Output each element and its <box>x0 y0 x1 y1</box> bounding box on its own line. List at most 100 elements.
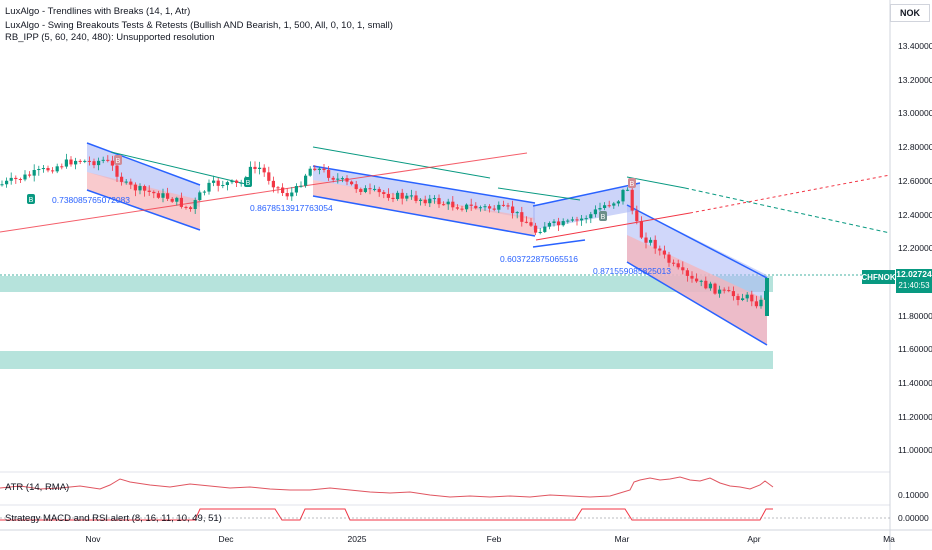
time-tick-label: 2025 <box>347 534 367 544</box>
currency-box[interactable]: NOK <box>890 4 930 22</box>
last-price: 12.02724 <box>896 269 932 279</box>
candle-body <box>419 199 423 201</box>
candle-body <box>41 168 45 170</box>
atr-indicator-title[interactable]: ATR (14, RMA) <box>5 482 70 493</box>
price-tick-label: 13.40000 <box>898 41 932 51</box>
channel-label: 0.603722875065516 <box>500 254 578 264</box>
strategy-indicator-title[interactable]: Strategy MACD and RSI alert (8, 16, 11, … <box>5 513 222 524</box>
candle-body <box>681 267 685 271</box>
candle-body <box>235 180 239 183</box>
candle-body <box>290 192 294 197</box>
candle-body <box>524 221 528 223</box>
candle-body <box>626 189 630 191</box>
indicator-title-rb-ipp[interactable]: RB_IPP (5, 60, 240, 480): Unsupported re… <box>5 32 215 43</box>
candle-body <box>612 203 616 206</box>
indicator-title-swing[interactable]: LuxAlgo - Swing Breakouts Tests & Retest… <box>5 20 393 31</box>
candle-body <box>166 193 170 199</box>
candle-body <box>276 187 280 189</box>
candle-body <box>179 197 183 207</box>
time-tick-label: Ma <box>883 534 895 544</box>
candle-body <box>331 177 335 180</box>
candle-body <box>97 160 101 166</box>
candle-body <box>230 180 234 183</box>
last-candle <box>765 278 769 316</box>
candle-body <box>386 194 390 198</box>
time-tick-label: Nov <box>85 534 101 544</box>
candle-body <box>147 190 151 192</box>
candle-body <box>101 159 105 161</box>
candle-body <box>152 191 156 194</box>
candle-body <box>446 201 450 205</box>
candle-body <box>557 221 561 226</box>
candle-body <box>745 294 749 299</box>
candle-body <box>750 294 754 302</box>
candle-body <box>14 177 18 180</box>
candle-body <box>189 207 193 210</box>
candle-body <box>492 208 496 210</box>
candle-body <box>575 219 579 221</box>
candle-body <box>373 188 377 190</box>
candle-body <box>520 212 524 222</box>
candle-body <box>561 221 565 226</box>
candle-body <box>400 192 404 199</box>
price-tick-label: 11.40000 <box>898 378 932 388</box>
candle-body <box>653 239 657 249</box>
support-zone-lower <box>0 351 773 369</box>
candle-body <box>676 263 680 268</box>
candle-body <box>667 254 671 263</box>
candle-body <box>317 168 321 170</box>
candle-body <box>28 174 32 176</box>
strategy-line <box>0 508 773 521</box>
candle-body <box>409 195 413 197</box>
channel-label: 0.871559085825013 <box>593 266 671 276</box>
candle-body <box>207 182 211 192</box>
candle-body <box>37 169 41 171</box>
candle-body <box>432 198 436 200</box>
candle-body <box>359 189 363 192</box>
candle-body <box>423 199 427 204</box>
candle-body <box>46 168 50 171</box>
candle-body <box>327 169 331 178</box>
candle-body <box>451 201 455 208</box>
price-tick-label: 13.20000 <box>898 74 932 85</box>
candle-body <box>511 206 515 214</box>
candle-body <box>64 159 68 167</box>
support-zone-upper <box>0 276 773 292</box>
candle-body <box>635 210 639 222</box>
atr-line <box>0 476 774 498</box>
price-tick-label: 12.40000 <box>898 209 932 220</box>
candle-body <box>690 275 694 279</box>
candle-body <box>708 283 712 289</box>
candle-body <box>704 280 708 289</box>
candle-body <box>9 177 13 181</box>
candle-body <box>442 204 446 206</box>
last-price-tag: 12.02724 21:40:53 <box>896 269 932 293</box>
indicator-title-trendlines[interactable]: LuxAlgo - Trendlines with Breaks (14, 1,… <box>5 6 191 17</box>
candle-body <box>538 231 542 233</box>
candle-body <box>0 184 4 186</box>
candle-body <box>239 182 243 184</box>
candle-body <box>515 212 519 214</box>
candle-body <box>699 280 703 282</box>
candle-body <box>713 283 717 294</box>
candle-body <box>460 208 464 210</box>
candle-body <box>216 180 220 186</box>
candle-body <box>644 237 648 243</box>
svg-text:B: B <box>246 180 251 187</box>
bar-countdown: 21:40:53 <box>898 281 930 290</box>
candle-body <box>87 160 91 162</box>
candle-body <box>414 195 418 201</box>
candle-body <box>23 174 27 180</box>
candle-body <box>465 204 469 210</box>
candle-body <box>294 186 298 193</box>
candle-body <box>55 166 59 172</box>
candle-body <box>534 225 538 233</box>
candle-body <box>616 201 620 204</box>
trend-channel-3 <box>532 182 641 248</box>
candle-body <box>589 214 593 219</box>
candle-body <box>488 206 492 209</box>
symbol-tag: CHFNOK <box>861 270 896 284</box>
atr-axis-value: 0.10000 <box>898 490 929 500</box>
candle-body <box>718 289 722 294</box>
